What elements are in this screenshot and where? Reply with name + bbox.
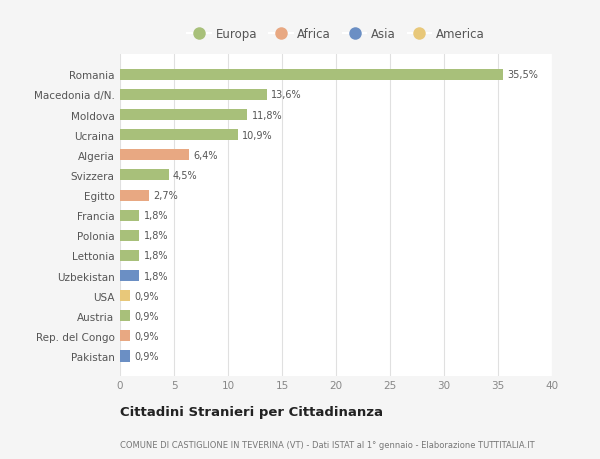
Bar [120, 230, 139, 241]
Text: 35,5%: 35,5% [508, 70, 539, 80]
Text: 0,9%: 0,9% [134, 291, 158, 301]
Text: Cittadini Stranieri per Cittadinanza: Cittadini Stranieri per Cittadinanza [120, 405, 383, 419]
Text: 0,9%: 0,9% [134, 331, 158, 341]
Bar [120, 130, 238, 141]
Bar [120, 311, 130, 322]
Text: 2,7%: 2,7% [154, 190, 178, 201]
Legend: Europa, Africa, Asia, America: Europa, Africa, Asia, America [185, 26, 487, 43]
Text: 1,8%: 1,8% [144, 231, 168, 241]
Bar [120, 150, 189, 161]
Text: 6,4%: 6,4% [193, 151, 218, 161]
Text: 0,9%: 0,9% [134, 311, 158, 321]
Text: 10,9%: 10,9% [242, 130, 272, 140]
Bar [120, 330, 130, 341]
Bar [120, 351, 130, 362]
Bar [120, 190, 149, 201]
Bar [120, 270, 139, 281]
Bar [120, 90, 267, 101]
Text: 0,9%: 0,9% [134, 351, 158, 361]
Text: 1,8%: 1,8% [144, 251, 168, 261]
Bar [120, 70, 503, 81]
Bar [120, 170, 169, 181]
Text: 1,8%: 1,8% [144, 211, 168, 221]
Bar [120, 291, 130, 302]
Text: 13,6%: 13,6% [271, 90, 302, 100]
Text: COMUNE DI CASTIGLIONE IN TEVERINA (VT) - Dati ISTAT al 1° gennaio - Elaborazione: COMUNE DI CASTIGLIONE IN TEVERINA (VT) -… [120, 441, 535, 449]
Text: 11,8%: 11,8% [252, 110, 283, 120]
Bar [120, 210, 139, 221]
Text: 4,5%: 4,5% [173, 171, 197, 180]
Bar [120, 250, 139, 262]
Text: 1,8%: 1,8% [144, 271, 168, 281]
Bar [120, 110, 247, 121]
